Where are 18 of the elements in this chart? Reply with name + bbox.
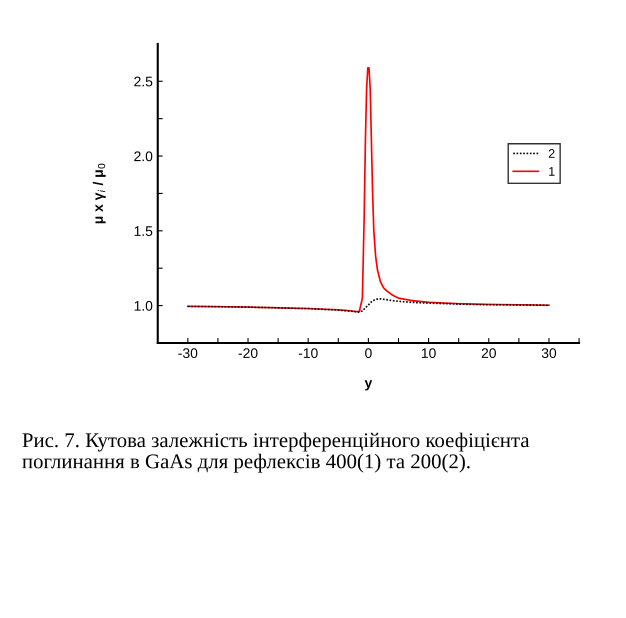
y-tick-label: 2.0 [134, 151, 152, 162]
x-tick-label: 10 [422, 348, 436, 358]
y-tick-label: 1.5 [134, 226, 152, 236]
line-series [187, 298, 550, 314]
line-series [187, 66, 550, 312]
x-tick-label: 30 [542, 348, 556, 358]
x-axis-title: y [364, 380, 372, 390]
x-tick-label: -20 [238, 348, 258, 358]
y-axis-title: μ x γ$_{i}$ / μ$_{0}$ [92, 164, 106, 224]
x-tick-label: 0 [365, 348, 372, 358]
legend-label: 1 [549, 167, 555, 176]
x-tick-label: 20 [482, 348, 496, 358]
x-tick-label: -10 [298, 348, 318, 358]
text: Рис. 7. Кутова залежність інтерференційного коефіцієнта поглинання в GaAs для рефлексів 400(1) та 200(2). [22, 432, 530, 473]
y-tick-label: 2.5 [134, 76, 152, 86]
y-tick-label: 1.0 [134, 300, 152, 311]
legend-label: 2 [548, 149, 555, 158]
x-tick-label: -30 [178, 348, 198, 358]
